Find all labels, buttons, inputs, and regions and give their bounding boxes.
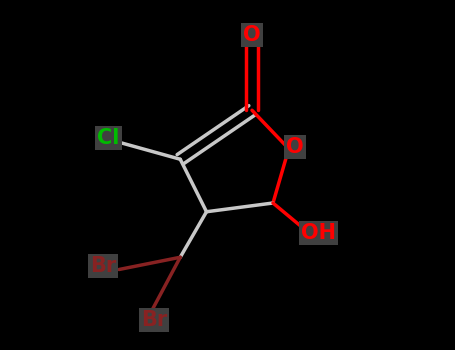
Text: Br: Br <box>141 310 167 330</box>
Text: OH: OH <box>301 223 336 243</box>
Text: Br: Br <box>90 256 116 276</box>
Text: O: O <box>243 25 261 45</box>
Text: Cl: Cl <box>97 128 120 148</box>
Text: O: O <box>286 137 304 157</box>
